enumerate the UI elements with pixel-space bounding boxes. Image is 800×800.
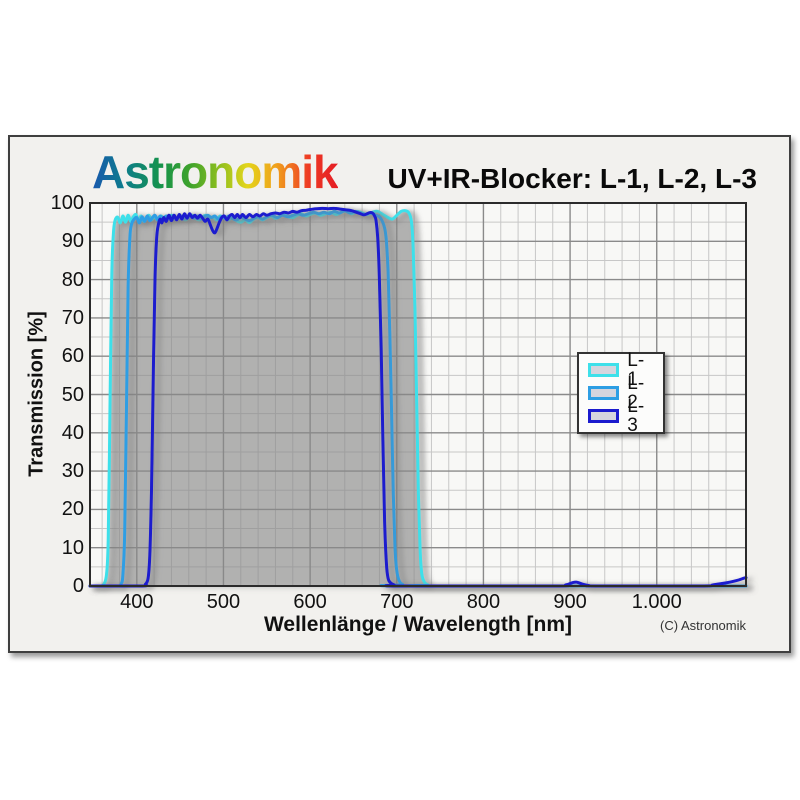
chart-title: UV+IR-Blocker: L-1, L-2, L-3: [387, 163, 757, 194]
legend-box: L-1 L-2 L-3: [577, 351, 665, 435]
legend-label-l-2: L-2: [627, 373, 645, 413]
legend-entry-l-2: L-2: [588, 374, 654, 412]
x-tick-label-700: 700: [380, 591, 414, 613]
fill-under-curve: [90, 210, 746, 586]
x-tick-label-600: 600: [293, 591, 327, 613]
legend-label-l-3: L-3: [627, 396, 645, 436]
y-tick-label-90: 90: [61, 230, 84, 253]
curve-l-3: [88, 206, 748, 588]
legend-entry-l-3: L-3: [588, 397, 654, 435]
copyright-note: (C) Astronomik: [660, 618, 746, 633]
curve-l-1: [88, 209, 748, 588]
y-tick-label-50: 50: [61, 383, 84, 406]
x-tick-label-500: 500: [206, 591, 241, 613]
curve-l-2: [88, 209, 748, 588]
y-tick-label-40: 40: [61, 421, 84, 444]
y-tick-label-80: 80: [61, 268, 84, 291]
y-tick-label-60: 60: [61, 345, 84, 368]
legend-swatch-l-1: [588, 363, 620, 377]
y-tick-label-70: 70: [61, 306, 84, 329]
y-tick-label-30: 30: [61, 460, 84, 483]
y-tick-label-100: 100: [50, 192, 84, 214]
plot-frame: [89, 202, 747, 587]
legend-label-l-1: L-1: [627, 350, 645, 390]
transmission-curves: [88, 206, 748, 588]
x-axis-title: Wellenlänge / Wavelength [nm]: [263, 613, 573, 636]
x-tick-label-800: 800: [466, 591, 501, 613]
y-tick-label-0: 0: [72, 575, 84, 597]
x-tick-label-1.000: 1.000: [631, 591, 682, 613]
legend-swatch-l-3: [588, 409, 620, 423]
legend-swatch-l-2: [588, 386, 620, 400]
x-tick-label-400: 400: [120, 591, 154, 613]
passband-fill: [90, 210, 746, 586]
astronomik-logo: Astronomik: [92, 146, 339, 198]
legend-entry-l-1: L-1: [588, 351, 654, 389]
y-tick-label-20: 20: [61, 498, 84, 521]
x-tick-label-900: 900: [553, 591, 587, 613]
y-tick-label-10: 10: [61, 536, 84, 559]
